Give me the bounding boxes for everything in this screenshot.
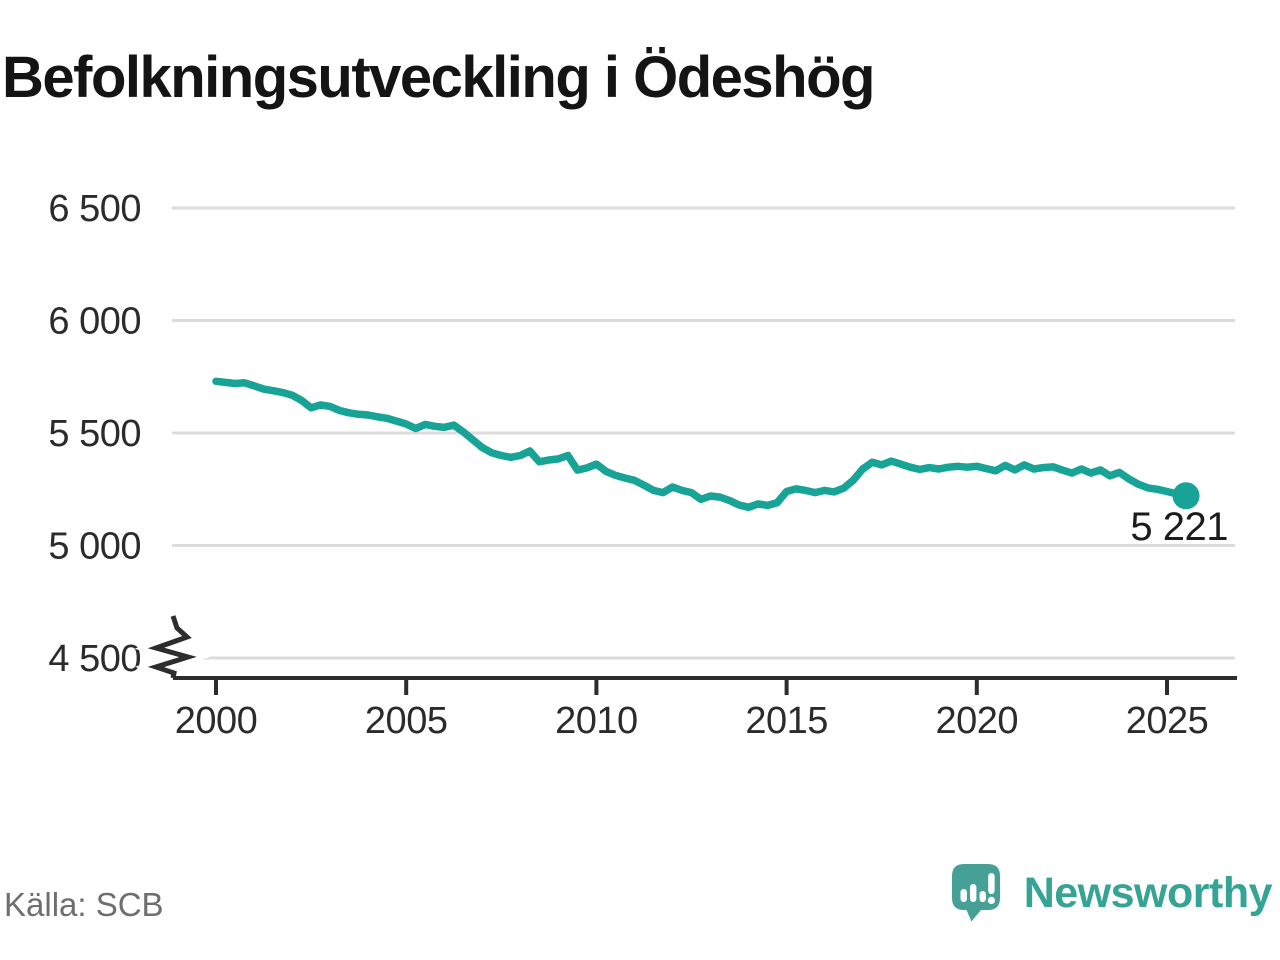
x-tick-label: 2025 [1126, 700, 1209, 742]
y-tick-label: 5 000 [48, 526, 141, 568]
chart-title: Befolkningsutveckling i Ödeshög [2, 45, 875, 110]
y-tick-label: 4 500 [48, 638, 141, 680]
y-tick-label: 6 000 [48, 301, 141, 343]
x-tick-label: 2005 [365, 700, 448, 742]
y-tick-label: 6 500 [48, 188, 141, 230]
latest-point-dot [1172, 482, 1200, 510]
newsworthy-logo: Newsworthy [951, 860, 1273, 926]
newsworthy-speech-bubble-barchart-icon [951, 864, 1000, 922]
x-tick-label: 2000 [175, 700, 258, 742]
x-tick-label: 2010 [555, 700, 638, 742]
source-label: Källa: SCB [4, 886, 164, 923]
axis-break-icon [147, 615, 197, 679]
newsworthy-wordmark: Newsworthy [1023, 868, 1273, 917]
y-tick-label: 5 500 [48, 413, 141, 455]
latest-value-label: 5 221 [1130, 505, 1228, 549]
x-tick-label: 2015 [745, 700, 828, 742]
population-line [212, 377, 1190, 512]
x-tick-label: 2020 [936, 700, 1019, 742]
